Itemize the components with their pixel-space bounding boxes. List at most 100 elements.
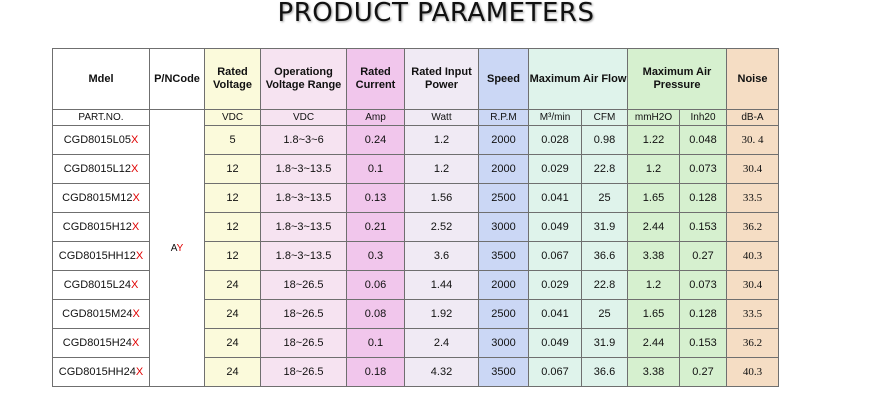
cell-pressure-inh2o: 0.073 — [679, 270, 727, 300]
cell-input-power: 1.44 — [404, 270, 479, 300]
cell-rated-voltage: 12 — [204, 154, 261, 184]
model-suffix: X — [130, 279, 139, 291]
cell-airflow-cfm: 0.98 — [581, 125, 628, 155]
header-max-air-pressure: Maximum Air Pressure — [627, 48, 727, 110]
model-suffix: X — [135, 250, 144, 262]
cell-airflow-m3: 0.029 — [528, 270, 582, 300]
unit-part-no: PART.NO. — [52, 109, 150, 126]
model-suffix: X — [130, 163, 139, 175]
product-parameters-table: Mdel P/NCode Rated Voltage Operationg Vo… — [52, 48, 779, 387]
cell-rated-voltage: 12 — [204, 183, 261, 213]
unit-cfm: CFM — [581, 109, 628, 126]
header-speed: Speed — [478, 48, 529, 110]
cell-airflow-cfm: 25 — [581, 183, 628, 213]
cell-input-power: 1.2 — [404, 125, 479, 155]
cell-pressure-mmh2o: 1.65 — [627, 299, 680, 329]
header-model: Mdel — [52, 48, 150, 110]
cell-pressure-mmh2o: 3.38 — [627, 241, 680, 271]
cell-airflow-m3: 0.041 — [528, 299, 582, 329]
cell-input-power: 1.92 — [404, 299, 479, 329]
cell-speed: 2500 — [478, 183, 529, 213]
header-max-air-flow: Maximum Air Flow — [528, 48, 628, 110]
cell-model: CGD8015M24X — [52, 299, 150, 329]
model-number: CGD8015L12 — [63, 163, 131, 175]
cell-pressure-mmh2o: 1.22 — [627, 125, 680, 155]
cell-pressure-inh2o: 0.27 — [679, 241, 727, 271]
cell-airflow-cfm: 31.9 — [581, 212, 628, 242]
table-row: CGD8015H24X 24 18~26.5 0.1 2.4 3000 0.049 31.9 2… — [52, 328, 779, 358]
cell-speed: 3000 — [478, 328, 529, 358]
table-row: CGD8015L05X 5 1.8~3~6 0.24 1.2 2000 0.028 0.98 1… — [52, 125, 779, 155]
pn-code-a: A — [170, 242, 177, 254]
cell-speed: 3500 — [478, 241, 529, 271]
cell-noise: 36.2 — [726, 212, 779, 242]
cell-rated-current: 0.1 — [346, 154, 405, 184]
cell-rated-current: 0.24 — [346, 125, 405, 155]
model-number: CGD8015L24 — [63, 279, 131, 291]
cell-voltage-range: 1.8~3~13.5 — [260, 154, 347, 184]
unit-inh2o: Inh20 — [679, 109, 727, 126]
cell-rated-current: 0.06 — [346, 270, 405, 300]
page-title: PRODUCT PARAMETERS — [277, 0, 595, 28]
cell-noise: 36.2 — [726, 328, 779, 358]
table-row: CGD8015M12X 12 1.8~3~13.5 0.13 1.56 2500 0.041… — [52, 183, 779, 213]
cell-speed: 3000 — [478, 212, 529, 242]
cell-airflow-m3: 0.029 — [528, 154, 582, 184]
cell-input-power: 2.4 — [404, 328, 479, 358]
unit-vdc-range: VDC — [260, 109, 347, 126]
cell-voltage-range: 1.8~3~13.5 — [260, 212, 347, 242]
unit-mmh2o: mmH2O — [627, 109, 680, 126]
model-suffix: X — [131, 337, 140, 349]
cell-pressure-mmh2o: 1.65 — [627, 183, 680, 213]
cell-noise: 30.4 — [726, 154, 779, 184]
unit-amp: Amp — [346, 109, 405, 126]
cell-pressure-mmh2o: 2.44 — [627, 212, 680, 242]
table-row: CGD8015H12X 12 1.8~3~13.5 0.21 2.52 3000 0.049… — [52, 212, 779, 242]
cell-pressure-inh2o: 0.153 — [679, 212, 727, 242]
table-row: CGD8015HH24X 24 18~26.5 0.18 4.32 3500 0.067 36… — [52, 357, 779, 387]
model-number: CGD8015HH24 — [58, 366, 136, 378]
cell-rated-voltage: 24 — [204, 299, 261, 329]
unit-row: PART.NO. AY VDC VDC Amp Watt R.P.M M³/mi… — [52, 109, 779, 387]
cell-pressure-inh2o: 0.153 — [679, 328, 727, 358]
cell-model: CGD8015L05X — [52, 125, 150, 155]
model-suffix: X — [135, 366, 144, 378]
cell-pressure-inh2o: 0.048 — [679, 125, 727, 155]
model-number: CGD8015L05 — [63, 134, 131, 146]
header-row: Mdel P/NCode Rated Voltage Operationg Vo… — [52, 48, 779, 110]
unit-dba: dB-A — [726, 109, 779, 126]
cell-input-power: 4.32 — [404, 357, 479, 387]
cell-model: CGD8015HH24X — [52, 357, 150, 387]
cell-noise: 33.5 — [726, 183, 779, 213]
cell-model: CGD8015M12X — [52, 183, 150, 213]
cell-airflow-cfm: 22.8 — [581, 154, 628, 184]
cell-rated-current: 0.21 — [346, 212, 405, 242]
model-suffix: X — [132, 192, 140, 204]
cell-input-power: 3.6 — [404, 241, 479, 271]
cell-airflow-m3: 0.067 — [528, 357, 582, 387]
header-rated-input-power: Rated Input Power — [404, 48, 479, 110]
cell-airflow-m3: 0.049 — [528, 328, 582, 358]
model-suffix: X — [130, 134, 139, 146]
pn-code-y: Y — [176, 242, 184, 254]
cell-noise: 40.3 — [726, 357, 779, 387]
cell-speed: 2000 — [478, 125, 529, 155]
model-number: CGD8015M24 — [62, 308, 133, 320]
cell-rated-current: 0.13 — [346, 183, 405, 213]
cell-model: CGD8015HH12X — [52, 241, 150, 271]
cell-voltage-range: 18~26.5 — [260, 299, 347, 329]
cell-pressure-inh2o: 0.128 — [679, 183, 727, 213]
table-row: CGD8015L24X 24 18~26.5 0.06 1.44 2000 0.029 22.… — [52, 270, 779, 300]
cell-airflow-cfm: 25 — [581, 299, 628, 329]
model-suffix: X — [132, 308, 140, 320]
cell-voltage-range: 18~26.5 — [260, 357, 347, 387]
cell-voltage-range: 1.8~3~13.5 — [260, 183, 347, 213]
cell-input-power: 2.52 — [404, 212, 479, 242]
cell-pressure-inh2o: 0.073 — [679, 154, 727, 184]
header-operating-voltage-range: Operationg Voltage Range — [260, 48, 347, 110]
cell-model: CGD8015L24X — [52, 270, 150, 300]
unit-vdc: VDC — [204, 109, 261, 126]
cell-voltage-range: 18~26.5 — [260, 328, 347, 358]
cell-airflow-cfm: 31.9 — [581, 328, 628, 358]
header-rated-current: Rated Current — [346, 48, 405, 110]
